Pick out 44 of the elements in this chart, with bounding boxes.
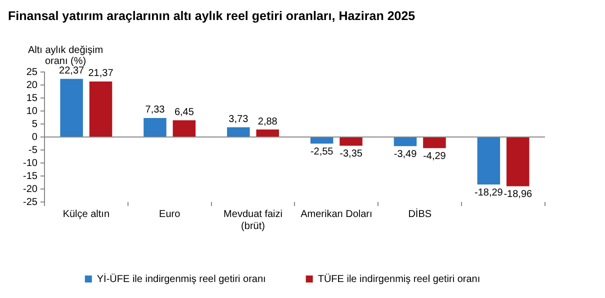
- bar: [60, 78, 83, 136]
- legend-label: TÜFE ile indirgenmiş reel getiri oranı: [318, 272, 480, 285]
- bar: [310, 138, 334, 144]
- y-tick-label: 15: [26, 92, 38, 104]
- x-tick-label: Külçe altın: [62, 208, 110, 220]
- data-label: 3,73: [228, 114, 249, 126]
- data-label: -3,49: [394, 148, 418, 160]
- data-label: 21,37: [88, 68, 114, 80]
- chart-title: Finansal yatırım araçlarının altı aylık reel getiri oranları, Haziran 2025: [8, 9, 416, 23]
- x-tick-label: Amerikan Doları: [300, 208, 372, 220]
- x-tick-label: Mevduat faizi (brüt): [224, 208, 282, 232]
- legend-label: Yİ-ÜFE ile indirgenmiş reel getiri oranı: [96, 272, 266, 285]
- bar: [340, 138, 362, 146]
- bar: [227, 127, 250, 136]
- y-tick-label: -15: [23, 170, 38, 182]
- data-label: 6,45: [174, 106, 194, 118]
- data-label: -18,96: [504, 189, 532, 200]
- data-label: 2,88: [258, 116, 278, 128]
- data-label: 22,37: [59, 66, 85, 77]
- y-tick-label: 20: [26, 80, 38, 91]
- data-label: -2,55: [310, 146, 334, 158]
- bar: [144, 118, 166, 136]
- y-tick-label: -25: [23, 196, 38, 208]
- bar: [256, 130, 279, 136]
- bar: [172, 120, 196, 136]
- y-tick-label: 5: [32, 118, 38, 130]
- y-tick-label: -10: [23, 158, 38, 169]
- x-tick-label: Euro: [159, 208, 181, 220]
- bar: [506, 138, 530, 186]
- data-label: 7,33: [145, 104, 166, 116]
- data-label: -3,35: [340, 148, 363, 160]
- bar: [89, 81, 112, 136]
- bar: [423, 138, 446, 148]
- bar: [477, 138, 500, 185]
- y-tick-label: 0: [32, 132, 38, 143]
- y-tick-label: 25: [26, 66, 38, 78]
- y-axis-title: Altı aylık değişim oranı (%): [28, 45, 104, 67]
- y-tick-label: -5: [28, 144, 38, 156]
- data-label: -4,29: [423, 150, 446, 162]
- bar: [394, 138, 417, 146]
- x-tick-label: DİBS: [408, 208, 432, 220]
- y-tick-label: 10: [26, 106, 38, 117]
- y-tick-label: -20: [23, 184, 38, 195]
- data-label: -18,29: [474, 187, 504, 198]
